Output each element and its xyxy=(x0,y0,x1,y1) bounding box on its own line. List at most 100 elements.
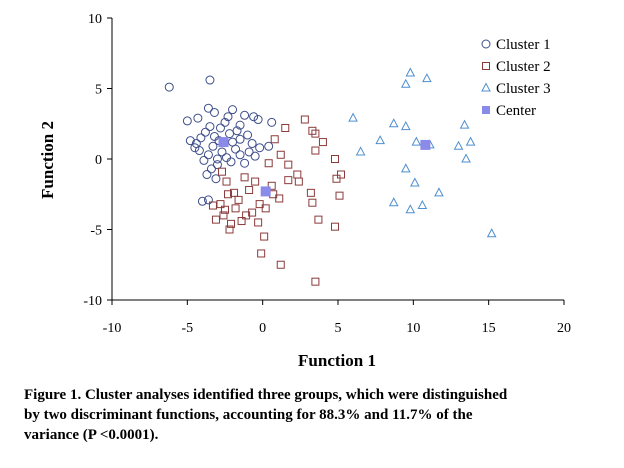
cluster-1-point xyxy=(225,129,235,139)
cluster-1-point xyxy=(217,147,227,157)
cluster-2-point xyxy=(208,201,217,210)
cluster-2-point xyxy=(219,211,228,220)
cluster-2-point xyxy=(270,135,279,144)
cluster-3-point xyxy=(411,136,422,146)
cluster-2-point xyxy=(227,219,236,228)
cluster-2-point xyxy=(234,195,243,204)
legend-cluster-3-label: Cluster 3 xyxy=(496,81,551,97)
cluster-2-point xyxy=(281,123,290,132)
cluster-1-point xyxy=(203,150,213,160)
cluster-2-point xyxy=(242,211,251,220)
cluster-3-point xyxy=(375,135,386,145)
y-tick-label: 0 xyxy=(95,153,102,168)
x-tick-label: 10 xyxy=(406,321,420,336)
cluster-2-point xyxy=(314,215,323,224)
cluster-2-point xyxy=(335,191,344,200)
x-tick-label: -10 xyxy=(103,321,122,336)
cluster-1-point xyxy=(244,147,254,157)
cluster-2-point xyxy=(300,115,309,124)
cluster-2-point xyxy=(308,198,317,207)
cluster-3-point xyxy=(400,78,411,88)
cluster-2-point xyxy=(276,150,285,159)
cluster-2-point xyxy=(237,217,246,226)
legend-cluster-2-label: Cluster 2 xyxy=(496,59,551,75)
cluster-3-point xyxy=(417,199,428,210)
cluster-1-point xyxy=(200,127,210,137)
cluster-2-point xyxy=(311,129,320,138)
y-tick-label: -5 xyxy=(90,224,102,239)
cluster-1-point xyxy=(235,150,245,160)
cluster-2-point xyxy=(332,174,341,183)
cluster-1-point xyxy=(247,138,257,148)
cluster-1-point xyxy=(205,75,215,85)
center-point xyxy=(260,186,271,197)
cluster-2-point xyxy=(261,204,270,213)
cluster-2-point xyxy=(225,225,234,234)
x-axis-title: Function 1 xyxy=(298,351,376,370)
cluster-1-point xyxy=(235,120,245,130)
x-tick-label: 5 xyxy=(335,321,342,336)
cluster-1-point xyxy=(249,112,259,122)
cluster-3-point xyxy=(434,187,444,197)
legend-cluster-1-marker xyxy=(481,39,491,49)
caption-line-2: by two discriminant functions, accountin… xyxy=(24,407,473,423)
cluster-1-point xyxy=(203,195,213,205)
x-tick-label: -5 xyxy=(181,321,193,336)
cluster-2-point xyxy=(245,186,254,195)
cluster-2-point xyxy=(306,188,315,197)
cluster-1-point xyxy=(208,141,218,151)
cluster-1-point xyxy=(228,105,238,115)
cluster-3-point xyxy=(388,197,399,207)
cluster-2-point xyxy=(257,249,266,258)
cluster-3-point xyxy=(461,153,471,163)
cluster-1-point xyxy=(235,134,245,144)
cluster-1-point xyxy=(220,117,230,127)
cluster-2-point xyxy=(330,222,339,231)
cluster-2-point xyxy=(267,181,276,190)
cluster-3-point xyxy=(355,146,366,156)
y-axis-ticks: 10 5 0 -5 -10 xyxy=(83,12,112,309)
cluster-3-point xyxy=(465,136,476,146)
cluster-2-point xyxy=(230,188,239,197)
cluster-1-point xyxy=(211,174,221,184)
caption-line-3: variance (P <0.0001). xyxy=(24,427,159,443)
cluster-1-point xyxy=(215,123,225,133)
cluster-1-point xyxy=(205,122,215,132)
cluster-3-point xyxy=(486,228,497,238)
cluster-1-point xyxy=(255,143,265,153)
x-axis-ticks: -10 -5 0 5 10 15 20 xyxy=(103,300,571,336)
x-tick-label: 15 xyxy=(482,321,496,336)
cluster-1-point xyxy=(209,131,219,141)
chart-marks xyxy=(164,67,497,286)
cluster-1-point xyxy=(231,144,241,154)
cluster-3-point xyxy=(388,118,399,128)
cluster-1-point xyxy=(206,164,216,174)
cluster-1-point xyxy=(243,130,253,140)
cluster-1-point xyxy=(185,136,195,146)
legend-cluster-1-label: Cluster 1 xyxy=(496,37,551,53)
cluster-2-point xyxy=(224,190,233,199)
cluster-1-point xyxy=(240,158,250,168)
cluster-1-point xyxy=(202,170,212,180)
cluster-1-point xyxy=(222,153,232,163)
cluster-1-point xyxy=(191,138,201,148)
cluster-2-point xyxy=(211,215,220,224)
series-cluster-1 xyxy=(164,75,277,206)
cluster-2-point xyxy=(318,138,327,147)
cluster-3-point xyxy=(459,119,470,129)
legend-center-label: Center xyxy=(496,103,536,119)
center-point xyxy=(218,137,229,148)
legend-cluster-3-marker xyxy=(481,82,491,92)
cluster-3-point xyxy=(400,121,411,131)
series-cluster-3 xyxy=(348,67,497,238)
cluster-1-point xyxy=(232,126,242,136)
cluster-2-point xyxy=(264,159,273,168)
cluster-1-point xyxy=(250,151,260,161)
cluster-3-point xyxy=(400,163,411,173)
cluster-1-point xyxy=(164,82,174,92)
cluster-2-point xyxy=(221,205,229,214)
legend-cluster-2-marker xyxy=(482,62,490,70)
cluster-2-point xyxy=(231,204,240,213)
caption-line-1: Figure 1. Cluster analyses identified th… xyxy=(24,387,508,403)
